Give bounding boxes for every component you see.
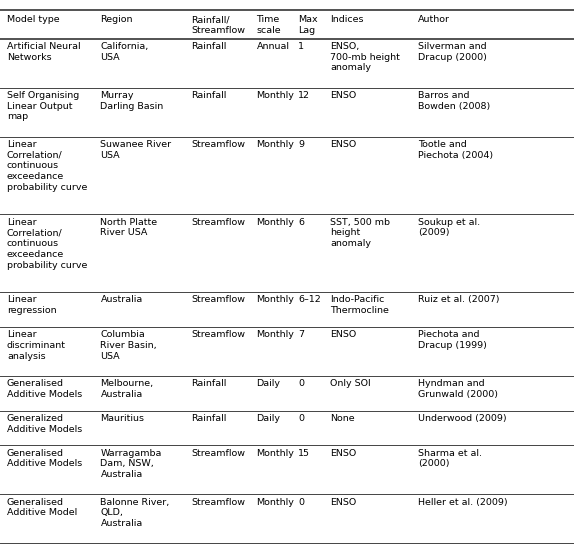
Text: Piechota and
Dracup (1999): Piechota and Dracup (1999)	[418, 330, 487, 350]
Text: Daily: Daily	[257, 379, 281, 388]
Text: Australia: Australia	[100, 295, 143, 304]
Text: 0: 0	[298, 414, 304, 423]
Text: Streamflow: Streamflow	[191, 295, 245, 304]
Text: ENSO: ENSO	[330, 330, 356, 339]
Text: Time
scale: Time scale	[257, 15, 281, 35]
Text: Streamflow: Streamflow	[191, 449, 245, 458]
Text: Rainfall: Rainfall	[191, 91, 227, 100]
Text: Rainfall/
Streamflow: Rainfall/ Streamflow	[191, 15, 245, 35]
Text: 6: 6	[298, 218, 304, 227]
Text: California,
USA: California, USA	[100, 42, 149, 62]
Text: Linear
Correlation/
continuous
exceedance
probability curve: Linear Correlation/ continuous exceedanc…	[7, 218, 87, 270]
Text: Monthly: Monthly	[257, 330, 294, 339]
Text: North Platte
River USA: North Platte River USA	[100, 218, 158, 238]
Text: Generalised
Additive Models: Generalised Additive Models	[7, 379, 82, 399]
Text: Model type: Model type	[7, 15, 60, 24]
Text: Hyndman and
Grunwald (2000): Hyndman and Grunwald (2000)	[418, 379, 498, 399]
Text: SST, 500 mb
height
anomaly: SST, 500 mb height anomaly	[330, 218, 390, 248]
Text: 0: 0	[298, 498, 304, 507]
Text: Generalized
Additive Models: Generalized Additive Models	[7, 414, 82, 433]
Text: Underwood (2009): Underwood (2009)	[418, 414, 506, 423]
Text: Monthly: Monthly	[257, 140, 294, 149]
Text: Columbia
River Basin,
USA: Columbia River Basin, USA	[100, 330, 157, 361]
Text: Balonne River,
QLD,
Australia: Balonne River, QLD, Australia	[100, 498, 170, 528]
Text: Rainfall: Rainfall	[191, 42, 227, 51]
Text: Soukup et al.
(2009): Soukup et al. (2009)	[418, 218, 480, 238]
Text: Generalised
Additive Models: Generalised Additive Models	[7, 449, 82, 469]
Text: Heller et al. (2009): Heller et al. (2009)	[418, 498, 507, 507]
Text: ENSO: ENSO	[330, 449, 356, 458]
Text: Monthly: Monthly	[257, 218, 294, 227]
Text: Max
Lag: Max Lag	[298, 15, 317, 35]
Text: Only SOI: Only SOI	[330, 379, 371, 388]
Text: Warragamba
Dam, NSW,
Australia: Warragamba Dam, NSW, Australia	[100, 449, 162, 479]
Text: 12: 12	[298, 91, 310, 100]
Text: Linear
discriminant
analysis: Linear discriminant analysis	[7, 330, 66, 361]
Text: 7: 7	[298, 330, 304, 339]
Text: Melbourne,
Australia: Melbourne, Australia	[100, 379, 154, 399]
Text: 1: 1	[298, 42, 304, 51]
Text: Daily: Daily	[257, 414, 281, 423]
Text: Ruiz et al. (2007): Ruiz et al. (2007)	[418, 295, 499, 304]
Text: Streamflow: Streamflow	[191, 498, 245, 507]
Text: Monthly: Monthly	[257, 295, 294, 304]
Text: Monthly: Monthly	[257, 91, 294, 100]
Text: Rainfall: Rainfall	[191, 379, 227, 388]
Text: Suwanee River
USA: Suwanee River USA	[100, 140, 172, 159]
Text: Streamflow: Streamflow	[191, 218, 245, 227]
Text: Mauritius: Mauritius	[100, 414, 145, 423]
Text: None: None	[330, 414, 355, 423]
Text: 9: 9	[298, 140, 304, 149]
Text: ENSO: ENSO	[330, 91, 356, 100]
Text: Monthly: Monthly	[257, 498, 294, 507]
Text: Sharma et al.
(2000): Sharma et al. (2000)	[418, 449, 482, 469]
Text: Indices: Indices	[330, 15, 363, 24]
Text: Region: Region	[100, 15, 133, 24]
Text: Author: Author	[418, 15, 450, 24]
Text: ENSO,
700-mb height
anomaly: ENSO, 700-mb height anomaly	[330, 42, 400, 72]
Text: Generalised
Additive Model: Generalised Additive Model	[7, 498, 77, 518]
Text: Silverman and
Dracup (2000): Silverman and Dracup (2000)	[418, 42, 487, 62]
Text: Annual: Annual	[257, 42, 289, 51]
Text: Self Organising
Linear Output
map: Self Organising Linear Output map	[7, 91, 79, 122]
Text: Linear
Correlation/
continuous
exceedance
probability curve: Linear Correlation/ continuous exceedanc…	[7, 140, 87, 192]
Text: Streamflow: Streamflow	[191, 330, 245, 339]
Text: Indo-Pacific
Thermocline: Indo-Pacific Thermocline	[330, 295, 389, 315]
Text: Monthly: Monthly	[257, 449, 294, 458]
Text: Barros and
Bowden (2008): Barros and Bowden (2008)	[418, 91, 490, 111]
Text: Streamflow: Streamflow	[191, 140, 245, 149]
Text: Murray
Darling Basin: Murray Darling Basin	[100, 91, 164, 111]
Text: ENSO: ENSO	[330, 140, 356, 149]
Text: Rainfall: Rainfall	[191, 414, 227, 423]
Text: ENSO: ENSO	[330, 498, 356, 507]
Text: 15: 15	[298, 449, 310, 458]
Text: Tootle and
Piechota (2004): Tootle and Piechota (2004)	[418, 140, 493, 159]
Text: 0: 0	[298, 379, 304, 388]
Text: Linear
regression: Linear regression	[7, 295, 56, 315]
Text: Artificial Neural
Networks: Artificial Neural Networks	[7, 42, 80, 62]
Text: 6–12: 6–12	[298, 295, 321, 304]
